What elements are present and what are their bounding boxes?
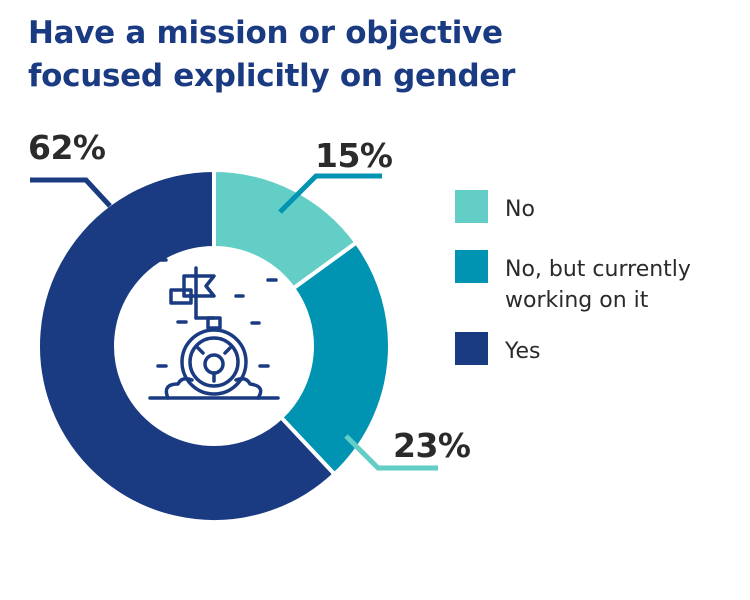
chart-title-line-1: Have a mission or objective: [28, 15, 503, 51]
data-label-no: 15%: [315, 136, 393, 175]
leader-line-yes: [30, 177, 112, 208]
flag-target-gender-icon: [148, 258, 280, 400]
legend-swatch-no: [455, 190, 488, 223]
chart-title: Have a mission or objective focused expl…: [28, 12, 728, 98]
legend-label-working: No, but currently working on it: [505, 254, 750, 316]
label-leader-lines: [30, 173, 438, 471]
legend-label-yes: Yes: [505, 336, 750, 367]
legend-label-working-line-2: working on it: [505, 288, 649, 313]
data-label-working: 23%: [393, 426, 471, 465]
leader-line-working: [344, 434, 438, 471]
legend-swatch-working: [455, 250, 488, 283]
legend-label-yes-line-1: Yes: [505, 339, 541, 364]
donut-slice-yes: [36, 167, 338, 524]
legend-label-working-line-1: No, but currently: [505, 257, 691, 282]
donut-slice-working: [278, 239, 392, 478]
legend-label-no: No: [505, 194, 750, 225]
data-label-yes: 62%: [28, 128, 106, 167]
legend-label-no-line-1: No: [505, 197, 535, 222]
leader-line-no: [278, 173, 382, 214]
donut-slices: [36, 167, 392, 524]
legend-swatch-yes: [455, 332, 488, 365]
chart-title-line-2: focused explicitly on gender: [28, 58, 516, 94]
